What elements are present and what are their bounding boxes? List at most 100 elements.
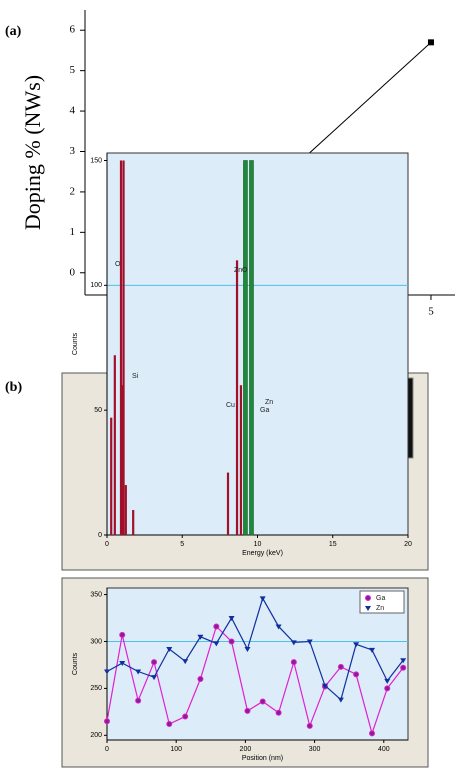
y-tick-label: 5 (70, 64, 76, 76)
profile-line (106, 596, 404, 701)
data-point (400, 664, 407, 671)
x-tick-label: 100 (170, 746, 182, 753)
x-tick-label: 15 (329, 541, 337, 548)
x-tick-label: 0 (105, 541, 109, 548)
legend-box (359, 590, 405, 614)
spectrum-peak (226, 472, 230, 535)
data-point (104, 669, 110, 675)
data-point (290, 640, 297, 646)
y-tick-label: 4 (70, 105, 76, 117)
data-point (337, 697, 344, 703)
y-tick-label: 100 (90, 282, 102, 289)
x-tick-label: 300 (309, 746, 321, 753)
spectrum-peak (249, 160, 254, 536)
y-tick-label: 6 (70, 24, 76, 36)
data-point (119, 631, 126, 638)
data-point (259, 596, 266, 602)
data-point (104, 718, 110, 725)
legend-marker (365, 606, 371, 611)
data-point (427, 39, 434, 46)
spectrum-peak (122, 160, 125, 536)
y-tick-label: 3 (70, 145, 76, 157)
spectrum-peak (110, 417, 113, 535)
legend-label: Ga (376, 595, 385, 602)
x-tick-label: 5 (428, 306, 434, 318)
y-tick-label: 0 (70, 266, 76, 278)
peak-label: Si (132, 373, 139, 380)
x-tick-label: 400 (378, 746, 390, 753)
peak-label: O (242, 267, 248, 274)
spectrum-peak (239, 385, 243, 535)
peak-label: O (115, 261, 121, 268)
x-tick-label: 20 (404, 541, 412, 548)
peak-label: Ga (260, 407, 269, 414)
x-axis-label: Energy (keV) (242, 550, 283, 557)
data-point (182, 713, 189, 720)
data-point (290, 659, 297, 666)
data-point (197, 676, 204, 683)
plot-area (106, 587, 409, 741)
y-tick-label: 350 (90, 591, 102, 598)
panel-label: (b) (5, 380, 22, 395)
data-point (353, 642, 360, 648)
y-tick-label: 50 (94, 407, 102, 414)
data-point (275, 709, 282, 716)
data-point (259, 698, 266, 705)
data-point (384, 685, 391, 692)
y-axis-label: Doping % (NWs) (20, 75, 45, 230)
y-tick-label: 0 (98, 532, 102, 539)
spectrum-peak (132, 510, 135, 535)
data-point (337, 663, 344, 670)
data-point (400, 658, 407, 664)
legend-marker (365, 595, 371, 601)
x-axis-label: Position (nm) (242, 755, 283, 762)
data-point (119, 661, 126, 667)
peak-label: Cu (226, 402, 235, 409)
y-tick-label: 1 (70, 226, 76, 238)
y-tick-label: 250 (90, 685, 102, 692)
data-point (182, 659, 189, 665)
data-point (151, 659, 158, 666)
data-point (369, 730, 376, 737)
data-point (197, 634, 204, 640)
data-point (213, 623, 220, 630)
panel-label: (a) (5, 24, 22, 39)
legend-label: Zn (376, 605, 384, 612)
data-point (244, 707, 251, 714)
data-point (135, 697, 142, 704)
y-axis-label: Counts (72, 652, 79, 675)
data-point (228, 638, 235, 645)
data-point (369, 647, 376, 653)
data-point (228, 616, 235, 622)
data-point (151, 675, 158, 681)
data-point (321, 683, 328, 689)
data-point (384, 678, 391, 684)
data-point (275, 624, 282, 630)
peak-label: Zn (234, 267, 242, 274)
data-point (353, 671, 360, 678)
x-tick-label: 10 (254, 541, 262, 548)
data-point (166, 646, 173, 652)
x-tick-label: 0 (105, 746, 109, 753)
spectrum-peak (113, 355, 116, 535)
y-tick-label: 300 (90, 638, 102, 645)
x-tick-label: 200 (240, 746, 252, 753)
spectrum-peak (235, 260, 239, 535)
spectrum-peak (243, 160, 248, 536)
y-tick-label: 2 (70, 185, 76, 197)
data-point (244, 646, 251, 652)
data-point (306, 639, 313, 645)
y-axis-label: Counts (72, 332, 79, 355)
spectrum-peak (121, 385, 124, 535)
y-tick-label: 200 (90, 732, 102, 739)
data-point (166, 721, 173, 728)
peak-label: Zn (265, 399, 273, 406)
plot-area (106, 152, 409, 536)
spectrum-peak (119, 160, 123, 536)
y-tick-label: 150 (90, 157, 102, 164)
data-point (213, 641, 220, 647)
x-tick-label: 5 (180, 541, 184, 548)
data-point (306, 722, 313, 729)
spectrum-peak (124, 485, 127, 535)
